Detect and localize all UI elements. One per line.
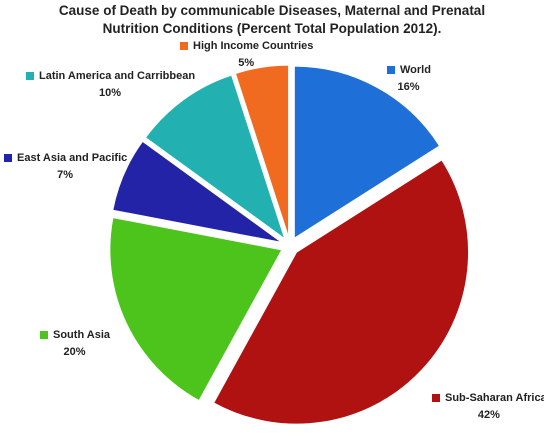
legend-marker bbox=[432, 394, 440, 402]
slice-label: World bbox=[400, 64, 431, 76]
slice-label: South Asia bbox=[53, 329, 111, 341]
pie-slice bbox=[112, 140, 283, 243]
slice-value: 5% bbox=[238, 57, 254, 69]
slice-value: 7% bbox=[57, 169, 73, 181]
slice-value: 20% bbox=[64, 346, 86, 358]
slice-label: High Income Countries bbox=[193, 40, 313, 52]
pie-slice bbox=[213, 159, 470, 425]
legend-marker bbox=[40, 331, 48, 339]
pie-slice bbox=[144, 74, 286, 241]
legend-marker bbox=[26, 72, 34, 80]
legend-marker bbox=[180, 42, 188, 50]
pie-slice bbox=[293, 65, 441, 240]
slice-label: Latin America and Carribbean bbox=[39, 70, 195, 82]
pie-slice bbox=[109, 217, 283, 402]
chart-title: Cause of Death by communicable Diseases,… bbox=[58, 3, 486, 36]
slice-value: 42% bbox=[478, 409, 500, 421]
legend-marker bbox=[387, 66, 395, 74]
pie-slice bbox=[234, 64, 290, 238]
legend-marker bbox=[4, 154, 12, 162]
slice-label: Sub-Saharan Africa bbox=[445, 392, 544, 404]
slice-value: 10% bbox=[99, 87, 121, 99]
slice-label: East Asia and Pacific bbox=[17, 152, 127, 164]
slice-value: 16% bbox=[397, 81, 419, 93]
